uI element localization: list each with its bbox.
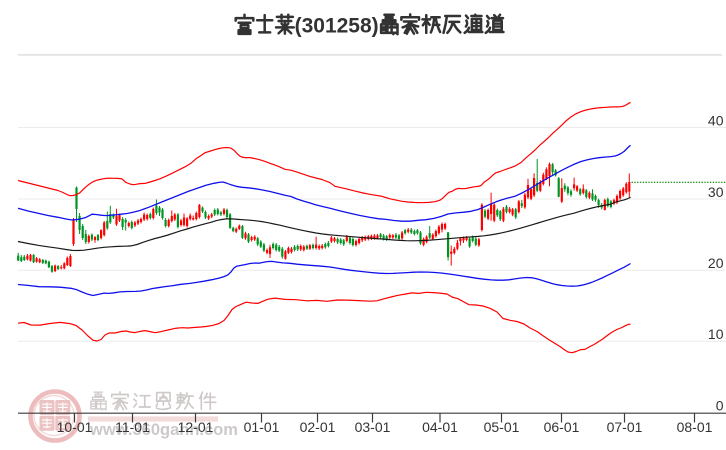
svg-text:02-01: 02-01 xyxy=(300,419,336,435)
svg-text:0: 0 xyxy=(716,398,724,414)
svg-text:08-01: 08-01 xyxy=(677,419,713,435)
svg-text:20: 20 xyxy=(708,255,724,271)
svg-text:04-01: 04-01 xyxy=(422,419,458,435)
svg-text:10-01: 10-01 xyxy=(57,419,93,435)
svg-text:www.360gann.com: www.360gann.com xyxy=(89,421,238,439)
svg-text:05-01: 05-01 xyxy=(484,419,520,435)
svg-text:10: 10 xyxy=(708,326,724,342)
svg-text:06-01: 06-01 xyxy=(544,419,580,435)
svg-text:40: 40 xyxy=(708,112,724,128)
svg-text:(301258): (301258) xyxy=(295,15,379,38)
svg-text:07-01: 07-01 xyxy=(607,419,643,435)
svg-text:12-01: 12-01 xyxy=(178,419,214,435)
svg-text:01-01: 01-01 xyxy=(244,419,280,435)
svg-text:11-01: 11-01 xyxy=(115,419,150,435)
svg-text:03-01: 03-01 xyxy=(355,419,391,435)
svg-text:30: 30 xyxy=(708,184,724,200)
